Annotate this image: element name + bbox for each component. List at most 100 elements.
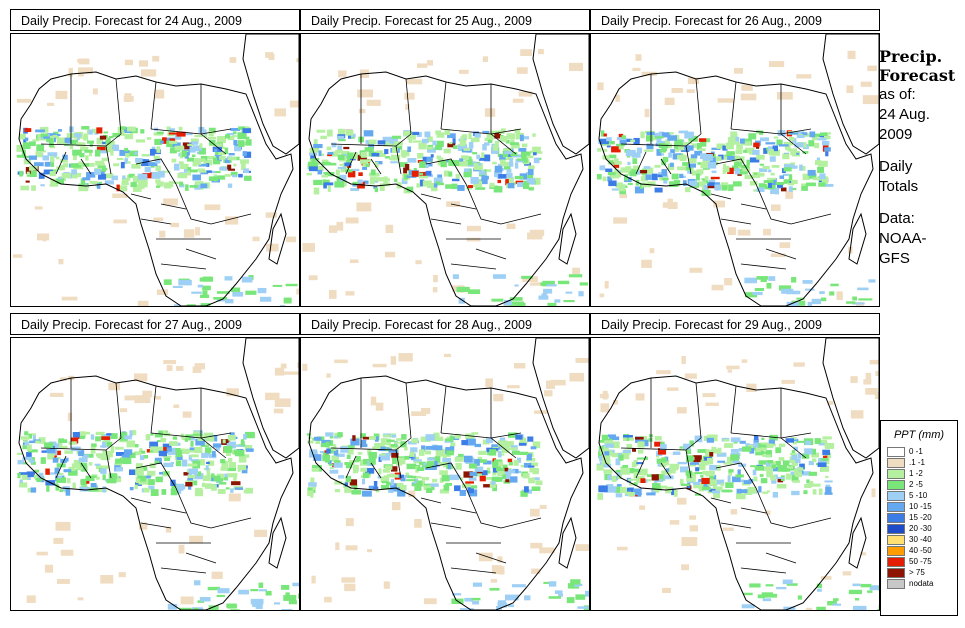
- precip-cell: [229, 57, 237, 63]
- precip-cell: [105, 140, 115, 148]
- precip-cell: [383, 141, 393, 147]
- precip-cell: [310, 155, 316, 159]
- precip-cell: [428, 484, 435, 491]
- precip-cell: [778, 285, 792, 291]
- precip-cell: [220, 146, 226, 149]
- precip-cell: [469, 472, 478, 477]
- precip-cell: [56, 472, 64, 475]
- precip-cell: [661, 158, 667, 166]
- precip-cell: [193, 580, 201, 586]
- precip-cell: [497, 556, 503, 563]
- precip-cell: [288, 600, 297, 605]
- precip-cell: [133, 185, 142, 192]
- precip-cell: [698, 181, 706, 187]
- precip-cell: [55, 90, 68, 100]
- precip-cell: [60, 377, 67, 381]
- precip-cell: [717, 447, 722, 454]
- precip-cell: [461, 440, 468, 446]
- precip-cell: [526, 155, 534, 159]
- precip-cell: [485, 477, 493, 480]
- precip-cell: [578, 291, 584, 297]
- precip-cell: [334, 359, 348, 364]
- legend-item: > 75: [887, 567, 957, 578]
- precip-cell: [381, 480, 389, 484]
- precip-cell: [220, 459, 226, 464]
- precip-cell: [716, 479, 725, 485]
- precip-cell: [492, 472, 497, 476]
- precip-cell: [84, 149, 93, 153]
- precip-cell: [149, 463, 156, 469]
- precip-cell: [33, 474, 38, 479]
- precip-cell: [50, 392, 64, 397]
- precip-cell: [449, 474, 459, 481]
- precip-cell: [140, 129, 145, 134]
- precip-cell: [524, 486, 529, 493]
- country-border: [405, 382, 412, 439]
- precip-cell: [749, 157, 760, 163]
- precip-cell: [176, 366, 184, 371]
- precip-cell: [40, 184, 45, 187]
- precip-cell: [509, 297, 523, 301]
- precip-cell: [771, 165, 780, 168]
- precip-cell: [346, 160, 352, 164]
- precip-cell: [457, 144, 468, 152]
- precip-cell: [308, 482, 317, 487]
- precip-cell: [808, 460, 814, 466]
- precip-cell: [759, 163, 764, 166]
- precip-cell: [166, 126, 171, 130]
- precip-cell: [366, 99, 381, 106]
- precip-cell: [492, 144, 499, 151]
- precip-cell: [613, 217, 628, 224]
- precip-cell: [213, 148, 218, 152]
- legend-title: PPT (mm): [893, 429, 945, 441]
- precip-cell: [90, 482, 97, 488]
- precip-cell: [759, 137, 770, 142]
- precip-cell: [45, 468, 50, 475]
- coastline: [822, 34, 879, 155]
- precip-cell: [85, 475, 95, 481]
- precip-cell: [781, 187, 787, 192]
- precip-cell: [129, 486, 134, 491]
- precip-cell: [230, 128, 241, 131]
- precip-cell: [134, 151, 138, 155]
- precip-cell: [376, 150, 383, 157]
- precip-cell: [238, 455, 247, 463]
- precip-cell: [722, 145, 728, 151]
- precip-cell: [94, 132, 99, 135]
- precip-cell: [489, 449, 496, 456]
- precip-cell: [138, 60, 148, 67]
- precip-cell: [320, 135, 327, 140]
- precip-cell: [688, 158, 697, 164]
- country-border: [150, 81, 157, 130]
- precip-cell: [706, 457, 714, 465]
- precip-cell: [506, 177, 514, 183]
- precip-cell: [132, 430, 137, 436]
- precip-cell: [58, 258, 64, 265]
- precip-cell: [379, 446, 386, 452]
- precip-cell: [601, 434, 609, 440]
- precip-cell: [574, 582, 580, 587]
- precip-cell: [799, 463, 805, 470]
- precip-cell: [319, 450, 325, 454]
- precip-cell: [404, 92, 415, 100]
- precip-cell: [523, 462, 532, 468]
- precip-cell: [199, 294, 210, 299]
- precip-cell: [563, 300, 575, 303]
- precip-cell: [16, 452, 23, 455]
- precip-cell: [717, 460, 726, 463]
- precip-cell: [345, 545, 358, 551]
- precip-cell: [451, 160, 460, 167]
- precip-cell: [753, 172, 758, 175]
- precip-cell: [115, 446, 124, 450]
- precip-cell: [679, 157, 687, 162]
- precip-cell: [406, 186, 414, 192]
- precip-cell: [321, 153, 325, 156]
- precip-cell: [77, 597, 84, 601]
- precip-cell: [23, 462, 28, 465]
- precip-cell: [575, 358, 589, 363]
- precip-cell: [597, 148, 602, 152]
- precip-cell: [99, 162, 105, 166]
- precip-cell: [475, 187, 486, 190]
- precip-cell: [690, 154, 698, 159]
- precip-cell: [575, 594, 586, 600]
